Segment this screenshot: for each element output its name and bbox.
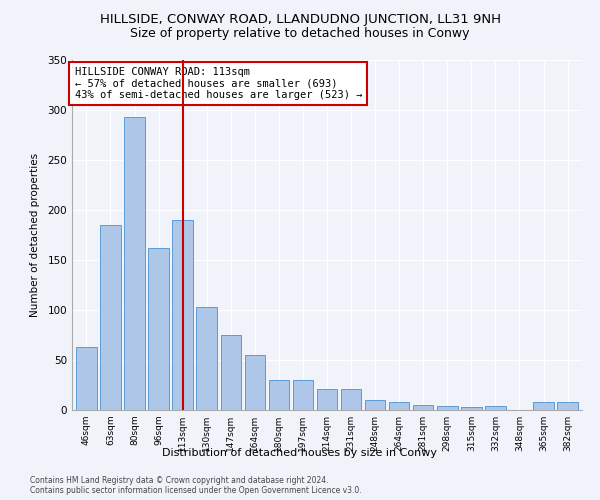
Bar xyxy=(389,402,409,410)
Text: HILLSIDE CONWAY ROAD: 113sqm
← 57% of detached houses are smaller (693)
43% of s: HILLSIDE CONWAY ROAD: 113sqm ← 57% of de… xyxy=(74,67,362,100)
Bar xyxy=(245,355,265,410)
Bar xyxy=(461,407,482,410)
Text: Size of property relative to detached houses in Conwy: Size of property relative to detached ho… xyxy=(130,28,470,40)
Bar xyxy=(172,220,193,410)
Bar xyxy=(557,402,578,410)
Bar xyxy=(341,389,361,410)
Bar xyxy=(293,380,313,410)
Bar xyxy=(124,117,145,410)
Bar xyxy=(196,307,217,410)
Bar xyxy=(148,248,169,410)
Bar xyxy=(100,225,121,410)
Bar xyxy=(269,380,289,410)
Text: HILLSIDE, CONWAY ROAD, LLANDUDNO JUNCTION, LL31 9NH: HILLSIDE, CONWAY ROAD, LLANDUDNO JUNCTIO… xyxy=(100,12,500,26)
Text: Distribution of detached houses by size in Conwy: Distribution of detached houses by size … xyxy=(163,448,437,458)
Bar xyxy=(533,402,554,410)
Bar xyxy=(317,389,337,410)
Bar xyxy=(365,400,385,410)
Bar xyxy=(437,406,458,410)
Text: Contains HM Land Registry data © Crown copyright and database right 2024.
Contai: Contains HM Land Registry data © Crown c… xyxy=(30,476,362,495)
Bar xyxy=(76,347,97,410)
Bar xyxy=(221,335,241,410)
Bar xyxy=(413,405,433,410)
Bar xyxy=(485,406,506,410)
Y-axis label: Number of detached properties: Number of detached properties xyxy=(31,153,40,317)
